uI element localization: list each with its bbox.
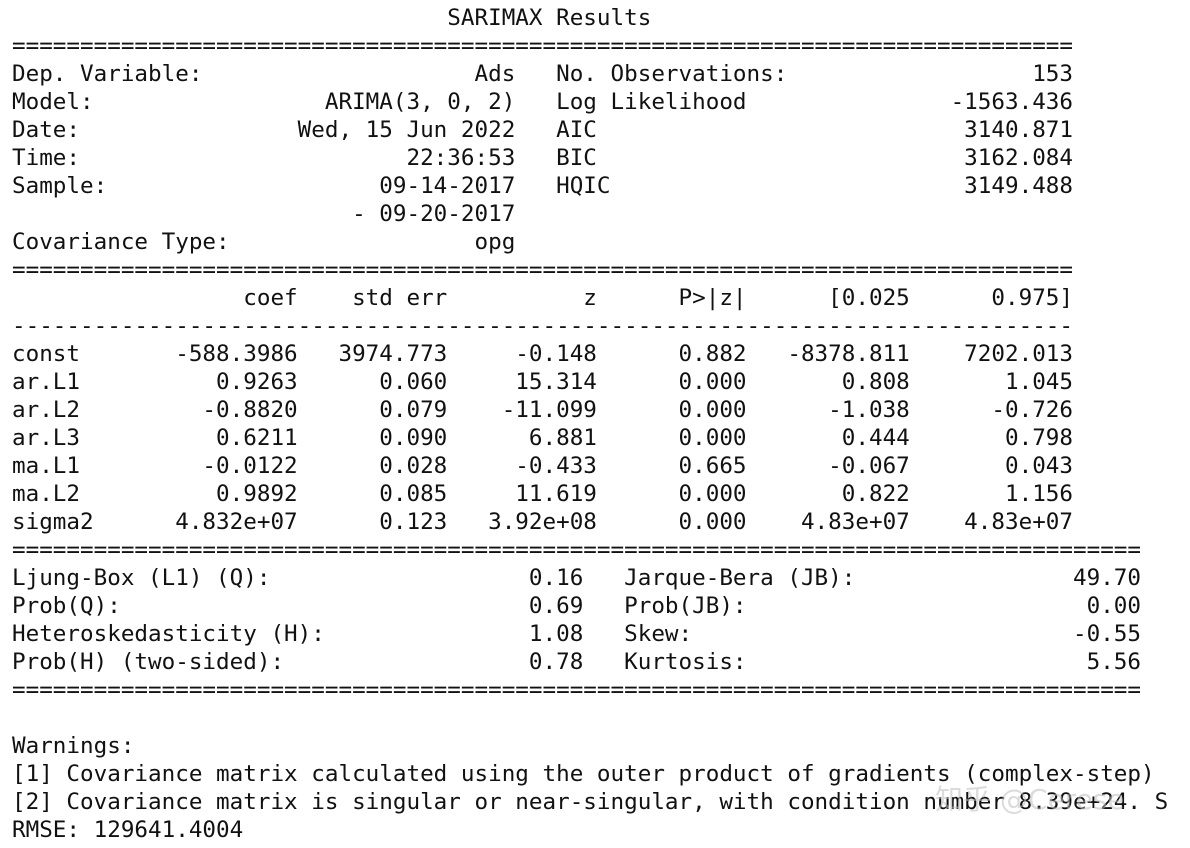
diag-row-heteroskedasticity: Heteroskedasticity (H): 1.08 Skew: -0.55 [12,621,1142,647]
diag-row-ljung-box: Ljung-Box (L1) (Q): 0.16 Jarque-Bera (JB… [12,565,1142,591]
diag-row-prob-h: Prob(H) (two-sided): 0.78 Kurtosis: 5.56 [12,649,1142,675]
blank-line [12,704,1168,732]
header-row-model: Model: ARIMA(3, 0, 2) Log Likelihood -15… [12,89,1074,115]
header-row-dep-variable: Dep. Variable: Ads No. Observations: 153 [12,61,1074,87]
separator-line-wide: ========================================… [12,677,1142,703]
rmse-line: RMSE: 129641.4004 [12,817,244,843]
diag-row-prob-q: Prob(Q): 0.69 Prob(JB): 0.00 [12,593,1142,619]
sarimax-results-output: SARIMAX Results =========================… [12,4,1168,844]
coef-row-ar-l2: ar.L2 -0.8820 0.079 -11.099 0.000 -1.038… [12,397,1074,423]
coef-row-ma-l1: ma.L1 -0.0122 0.028 -0.433 0.665 -0.067 … [12,453,1074,479]
separator-line: ========================================… [12,257,1074,283]
coef-row-const: const -588.3986 3974.773 -0.148 0.882 -8… [12,341,1074,367]
coef-row-ar-l3: ar.L3 0.6211 0.090 6.881 0.000 0.444 0.7… [12,425,1074,451]
separator-line-wide: ========================================… [12,537,1142,563]
separator-line: ========================================… [12,33,1074,59]
header-row-sample-end: - 09-20-2017 [12,201,516,227]
header-row-sample: Sample: 09-14-2017 HQIC 3149.488 [12,173,1074,199]
warning-2: [2] Covariance matrix is singular or nea… [12,789,1169,815]
header-row-time: Time: 22:36:53 BIC 3162.084 [12,145,1074,171]
warnings-heading: Warnings: [12,733,135,759]
coef-table-header: coef std err z P>|z| [0.025 0.975] [12,285,1074,311]
dash-separator-line: ----------------------------------------… [12,313,1074,339]
results-title: SARIMAX Results [12,5,652,31]
header-row-covariance-type: Covariance Type: opg [12,229,516,255]
coef-row-sigma2: sigma2 4.832e+07 0.123 3.92e+08 0.000 4.… [12,509,1074,535]
header-row-date: Date: Wed, 15 Jun 2022 AIC 3140.871 [12,117,1074,143]
coef-row-ma-l2: ma.L2 0.9892 0.085 11.619 0.000 0.822 1.… [12,481,1074,507]
coef-row-ar-l1: ar.L1 0.9263 0.060 15.314 0.000 0.808 1.… [12,369,1074,395]
warning-1: [1] Covariance matrix calculated using t… [12,761,1155,787]
